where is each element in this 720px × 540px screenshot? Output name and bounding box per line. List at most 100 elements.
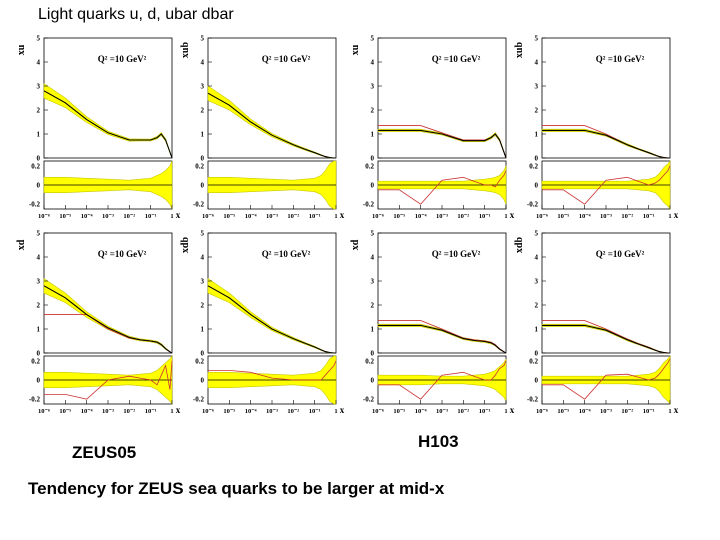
ratio-tick-label: 0.2	[365, 162, 374, 170]
y-tick-label: 5	[201, 230, 205, 238]
top-frame	[541, 232, 671, 354]
ratio-tick-label: 0.2	[529, 357, 538, 365]
y-tick-label: 3	[535, 83, 539, 91]
y-axis-label: xdb	[514, 237, 525, 254]
x-tick-label: 10⁻¹	[309, 213, 321, 220]
ratio-tick-label: 0.2	[195, 162, 204, 170]
q2-annotation: Q² =10 GeV²	[432, 54, 481, 64]
central-curve	[43, 90, 173, 159]
x-tick-label: 10⁻⁴	[245, 213, 257, 220]
x-tick-label: 10⁻⁵	[59, 408, 71, 415]
y-tick-label: 4	[37, 59, 41, 67]
y-tick-label: 0	[201, 155, 205, 163]
x-tick-label: 10⁻⁶	[38, 213, 50, 220]
y-tick-label: 1	[201, 326, 205, 334]
central-curve	[207, 285, 336, 354]
y-tick-label: 1	[535, 326, 539, 334]
y-tick-label: 3	[37, 83, 41, 91]
ratio-comparison-curve	[208, 360, 337, 381]
x-tick-label: 10⁻³	[436, 213, 448, 220]
ratio-tick-label: -0.2	[527, 201, 539, 209]
x-tick-label: 10⁻²	[621, 408, 633, 415]
x-tick-label: 10⁻⁴	[579, 408, 591, 415]
y-tick-label: 2	[37, 107, 41, 115]
y-axis-label: xu	[350, 44, 361, 55]
x-tick-label: 10⁻²	[287, 408, 299, 415]
x-tick-label: 10⁻¹	[479, 408, 491, 415]
y-tick-label: 1	[371, 326, 375, 334]
x-tick-label: 10⁻⁴	[579, 213, 591, 220]
y-tick-label: 5	[201, 35, 205, 43]
x-tick-label: 10⁻³	[600, 213, 612, 220]
ratio-tick-label: -0.2	[363, 201, 375, 209]
x-tick-label: 10⁻⁴	[245, 408, 257, 415]
x-tick-label: 10⁻⁶	[372, 408, 384, 415]
y-tick-label: 5	[37, 230, 41, 238]
y-tick-label: 4	[535, 254, 539, 262]
x-tick-label: 10⁻¹	[309, 408, 321, 415]
x-axis-label: x	[176, 210, 181, 220]
x-tick-label: 10⁻²	[457, 213, 469, 220]
x-tick-label: 10⁻¹	[145, 213, 157, 220]
y-axis-label: xu	[16, 44, 27, 55]
ratio-comparison-curve	[378, 360, 507, 400]
x-tick-label: 10⁻²	[123, 408, 135, 415]
q2-annotation: Q² =10 GeV²	[262, 54, 311, 64]
x-tick-label: 1	[334, 213, 337, 220]
y-tick-label: 2	[201, 302, 205, 310]
y-axis-label: xub	[180, 42, 191, 59]
ratio-tick-label: 0	[201, 182, 205, 190]
ratio-comparison-curve	[378, 170, 507, 205]
y-tick-label: 0	[37, 350, 41, 358]
x-tick-label: 10⁻⁶	[38, 408, 50, 415]
y-tick-label: 5	[371, 230, 375, 238]
x-tick-label: 10⁻¹	[145, 408, 157, 415]
x-tick-label: 1	[504, 408, 507, 415]
q2-annotation: Q² =10 GeV²	[98, 249, 147, 259]
central-curve	[207, 92, 336, 159]
y-tick-label: 4	[201, 254, 205, 262]
x-tick-label: 10⁻⁵	[223, 408, 235, 415]
ratio-tick-label: 0	[535, 182, 539, 190]
x-tick-label: 10⁻⁵	[557, 213, 569, 220]
y-tick-label: 4	[371, 59, 375, 67]
x-tick-label: 10⁻⁵	[223, 213, 235, 220]
x-axis-label: x	[674, 210, 679, 220]
y-tick-label: 3	[201, 278, 205, 286]
x-axis-label: x	[674, 405, 679, 415]
central-curve	[378, 324, 507, 354]
y-axis-label: xdb	[180, 237, 191, 254]
central-curve	[378, 129, 507, 159]
ratio-tick-label: 0	[535, 377, 539, 385]
x-axis-label: x	[510, 405, 515, 415]
x-tick-label: 10⁻³	[102, 213, 114, 220]
y-tick-label: 2	[371, 107, 375, 115]
y-tick-label: 1	[37, 326, 41, 334]
y-tick-label: 5	[535, 230, 539, 238]
ratio-tick-label: 0	[371, 377, 375, 385]
top-frame	[377, 37, 507, 159]
x-tick-label: 10⁻⁴	[415, 213, 427, 220]
y-tick-label: 4	[371, 254, 375, 262]
y-tick-label: 3	[535, 278, 539, 286]
top-frame	[541, 37, 671, 159]
y-tick-label: 3	[371, 278, 375, 286]
x-axis-label: x	[176, 405, 181, 415]
x-tick-label: 10⁻¹	[643, 408, 655, 415]
ratio-tick-label: -0.2	[193, 396, 205, 404]
central-curve	[542, 324, 670, 354]
ratio-tick-label: -0.2	[527, 396, 539, 404]
ratio-tick-label: 0.2	[529, 162, 538, 170]
y-tick-label: 0	[371, 155, 375, 163]
q2-annotation: Q² =10 GeV²	[596, 249, 645, 259]
ratio-tick-label: -0.2	[193, 201, 205, 209]
y-tick-label: 5	[535, 35, 539, 43]
ratio-comparison-curve	[542, 358, 671, 400]
x-tick-label: 10⁻²	[457, 408, 469, 415]
x-tick-label: 10⁻³	[436, 408, 448, 415]
